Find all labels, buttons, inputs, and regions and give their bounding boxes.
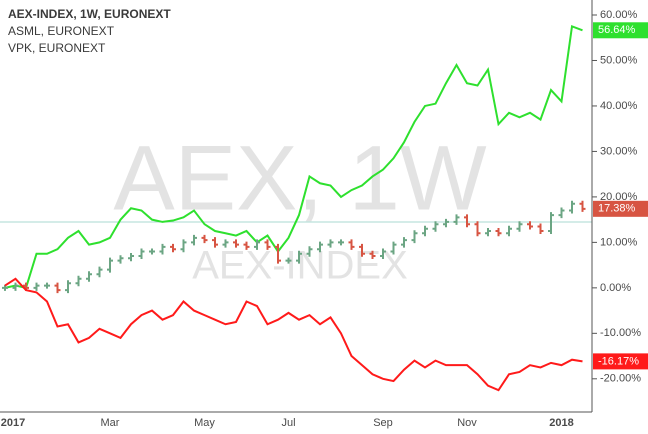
y-tick-label: 20.00%: [600, 191, 638, 203]
value-label: -16.17%: [598, 355, 639, 367]
value-label: 56.64%: [598, 24, 636, 36]
ohlc-bar: [117, 255, 124, 264]
ohlc-bar: [411, 230, 418, 244]
y-tick-label: 50.00%: [600, 54, 638, 66]
ohlc-bar: [569, 200, 575, 214]
ohlc-bar: [201, 234, 208, 244]
ohlc-bar: [296, 250, 302, 264]
value-label-bg: [593, 22, 648, 39]
ohlc-bar: [338, 239, 344, 246]
ohlc-bar: [170, 243, 176, 253]
series-line: [4, 25, 583, 290]
ohlc-bar: [306, 246, 313, 257]
ohlc-bar: [75, 275, 82, 287]
ohlc-bar: [65, 280, 71, 294]
ohlc-bar: [558, 207, 565, 219]
ohlc-bar: [180, 239, 187, 253]
x-tick-label: Sep: [373, 417, 393, 429]
legend-entry: ASML, EURONEXT: [8, 24, 115, 38]
ohlc-bar: [44, 282, 50, 289]
ohlc-bar: [327, 239, 334, 248]
ohlc-bar: [212, 237, 218, 248]
y-tick-label: 30.00%: [600, 145, 638, 157]
x-tick-label: May: [194, 417, 215, 429]
ohlc-bar: [191, 234, 197, 246]
x-tick-label: 2018: [549, 417, 573, 429]
ohlc-bar: [495, 228, 502, 237]
watermark-symbol: AEX-INDEX: [192, 244, 408, 288]
ohlc-bar: [254, 239, 260, 250]
ohlc-bar: [149, 248, 155, 255]
x-tick-label: Jul: [281, 417, 295, 429]
ohlc-bar: [390, 241, 397, 255]
ohlc-bar: [138, 248, 145, 260]
legend-entry: VPK, EURONEXT: [8, 41, 106, 55]
legend-entry: AEX-INDEX, 1W, EURONEXT: [8, 7, 171, 21]
ohlc-bar: [453, 214, 460, 225]
ohlc-bar: [432, 221, 439, 232]
y-tick-label: 0.00%: [600, 282, 631, 294]
ohlc-bar: [86, 271, 92, 282]
value-label: 17.38%: [598, 203, 636, 215]
ohlc-bar: [159, 243, 166, 255]
ohlc-bar: [506, 225, 512, 237]
y-tick-label: 60.00%: [600, 9, 638, 21]
ohlc-bar: [107, 257, 113, 273]
value-label-bg: [593, 353, 648, 370]
ohlc-bar: [474, 221, 481, 237]
ohlc-bar: [285, 257, 292, 264]
ohlc-bar: [380, 248, 386, 260]
y-tick-label: -20.00%: [600, 373, 641, 385]
ohlc-bar: [317, 241, 323, 253]
ohlc-bar: [485, 228, 491, 237]
ohlc-bar: [516, 221, 523, 232]
ohlc-bar: [527, 221, 533, 230]
ohlc-bar: [33, 282, 40, 291]
ohlc-bar: [443, 218, 449, 228]
ohlc-bar: [128, 253, 134, 262]
ohlc-bar: [464, 214, 470, 228]
ohlc-bar: [348, 239, 355, 250]
value-label-bg: [593, 200, 648, 217]
ohlc-bar: [579, 200, 586, 212]
ohlc-bar: [264, 239, 271, 250]
x-tick-label: Nov: [457, 417, 477, 429]
ohlc-bar: [275, 243, 281, 264]
series-line: [4, 277, 583, 392]
x-tick-label: 2017: [1, 417, 25, 429]
y-tick-label: -10.00%: [600, 327, 641, 339]
ohlc-bar: [222, 239, 229, 248]
ohlc-bar: [2, 284, 8, 291]
y-tick-label: 10.00%: [600, 236, 638, 248]
ohlc-bar: [54, 282, 61, 294]
ohlc-bar: [548, 212, 554, 235]
ohlc-bar: [243, 241, 250, 250]
ohlc-bar: [359, 243, 365, 257]
ohlc-bar: [96, 266, 103, 278]
y-tick-label: 40.00%: [600, 100, 638, 112]
x-tick-label: Mar: [101, 417, 120, 429]
ohlc-bar: [537, 223, 544, 235]
ohlc-bar: [233, 239, 239, 248]
ohlc-bar: [401, 237, 407, 248]
ohlc-bar: [369, 250, 376, 260]
ohlc-bar: [12, 282, 19, 291]
ohlc-bar: [422, 225, 428, 237]
